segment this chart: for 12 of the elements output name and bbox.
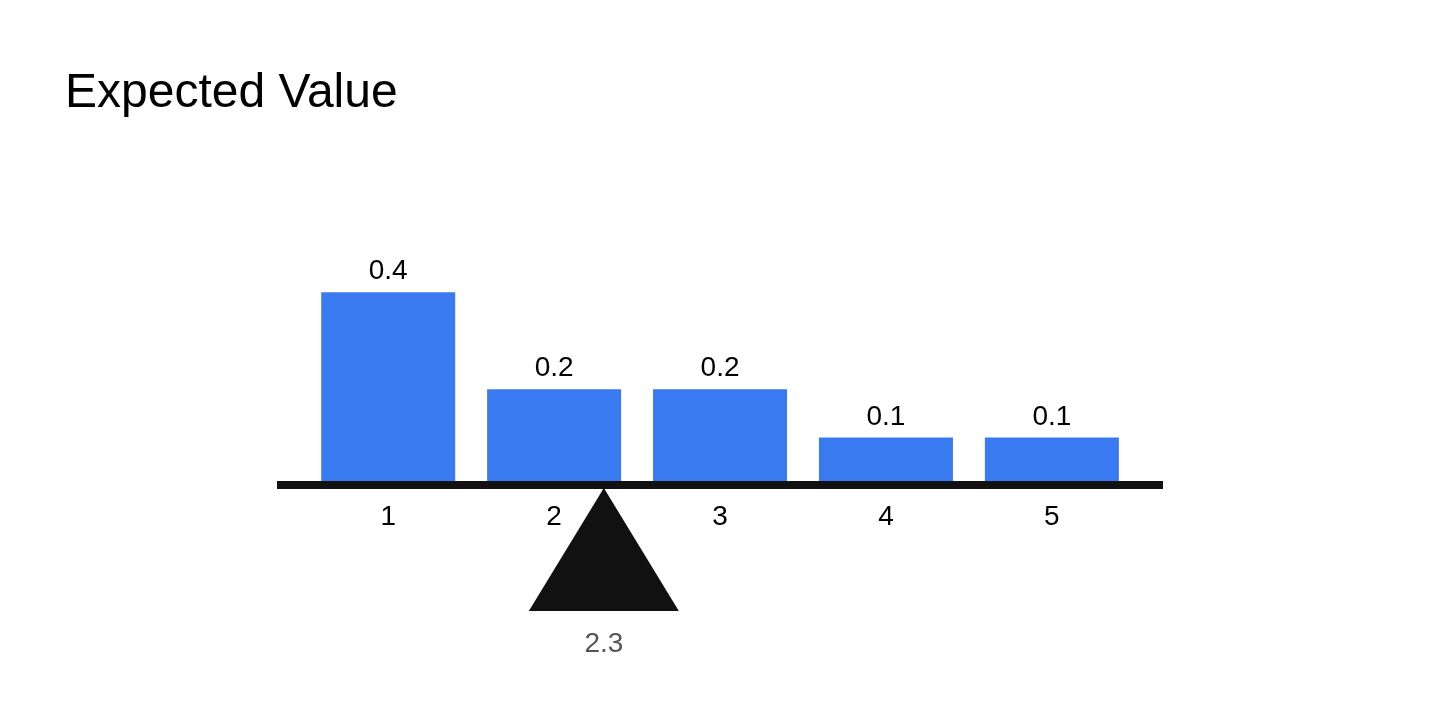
x-tick-label: 5	[1044, 499, 1060, 531]
x-tick-label: 2	[546, 499, 562, 531]
ref-line-label: 2.3	[584, 627, 624, 658]
data-label: 0.4	[368, 254, 408, 286]
data-label: 0.1	[1032, 399, 1072, 431]
x-tick-label: 3	[712, 499, 728, 531]
x-tick-label: 4	[878, 499, 894, 531]
x-tick-label: 1	[380, 499, 396, 531]
data-label: 0.2	[700, 351, 740, 383]
data-label: 0.1	[866, 399, 906, 431]
data-label: 0.2	[534, 351, 574, 383]
chart-title: Expected Value	[65, 63, 398, 118]
